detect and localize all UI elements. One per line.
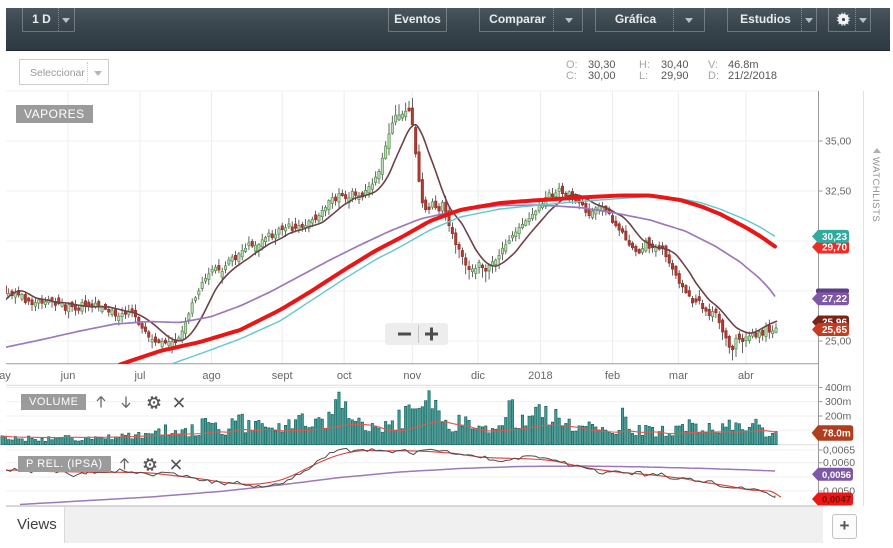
svg-text:ay: ay [0,370,11,382]
svg-text:300m: 300m [825,396,852,408]
svg-text:jul: jul [133,370,145,382]
svg-text:feb: feb [605,370,620,382]
svg-text:nov: nov [403,370,421,382]
svg-text:78.0m: 78.0m [822,429,850,440]
svg-text:32,50: 32,50 [825,186,851,198]
svg-text:0,0056: 0,0056 [822,470,851,481]
svg-text:0,0047: 0,0047 [822,495,851,506]
svg-text:29,70: 29,70 [822,243,847,254]
svg-text:0,0065: 0,0065 [823,445,855,457]
svg-text:mar: mar [669,370,688,382]
svg-text:30,23: 30,23 [822,232,847,243]
svg-text:25,65: 25,65 [822,325,847,336]
svg-text:200m: 200m [825,411,852,423]
svg-text:sept: sept [272,370,293,382]
svg-text:27,22: 27,22 [822,294,847,305]
svg-text:abr: abr [738,370,754,382]
svg-text:jun: jun [60,370,76,382]
svg-text:dic: dic [471,370,486,382]
svg-text:35,00: 35,00 [825,136,851,148]
svg-text:25,00: 25,00 [825,336,851,348]
svg-text:ago: ago [202,370,220,382]
svg-text:0,0060: 0,0060 [823,457,855,469]
svg-text:2018: 2018 [528,370,552,382]
svg-text:oct: oct [337,370,352,382]
svg-text:400m: 400m [825,382,852,394]
